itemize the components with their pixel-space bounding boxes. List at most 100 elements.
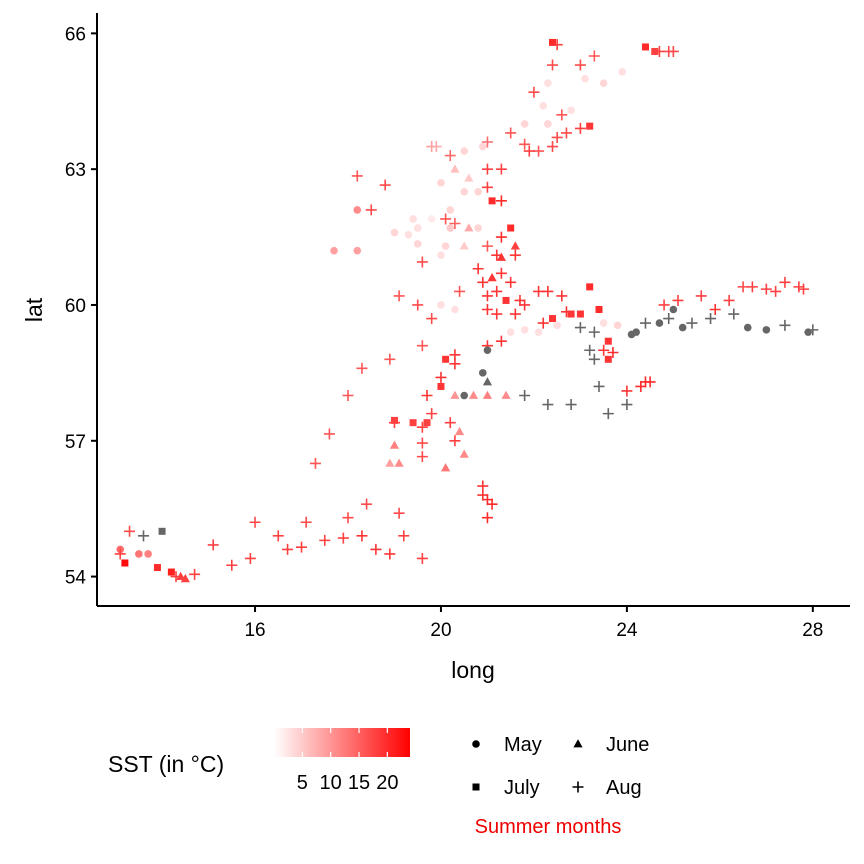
data-point xyxy=(144,550,152,558)
legend-key-circle xyxy=(472,740,480,748)
data-point xyxy=(635,380,647,392)
data-point xyxy=(507,224,515,232)
data-point xyxy=(437,301,445,309)
data-point xyxy=(502,296,510,304)
data-point xyxy=(393,290,405,302)
data-point xyxy=(427,215,436,223)
data-point xyxy=(337,532,349,544)
data-point xyxy=(437,178,445,187)
data-point xyxy=(481,512,493,524)
data-point xyxy=(574,122,586,134)
data-point xyxy=(737,281,749,293)
data-point xyxy=(595,306,603,313)
data-point xyxy=(686,317,698,329)
data-point xyxy=(440,213,452,225)
data-point xyxy=(451,305,459,314)
data-point xyxy=(430,141,442,153)
data-point xyxy=(416,451,428,463)
y-tick-label: 60 xyxy=(65,296,86,317)
data-point xyxy=(533,145,545,157)
data-point xyxy=(272,530,284,542)
data-point xyxy=(549,315,557,323)
data-point xyxy=(506,328,515,336)
data-point xyxy=(760,283,772,295)
data-point xyxy=(667,45,679,57)
data-point xyxy=(519,138,531,150)
data-point xyxy=(495,267,507,279)
data-point xyxy=(426,408,438,420)
data-point xyxy=(394,458,404,467)
data-point xyxy=(180,574,190,583)
x-tick-label: 28 xyxy=(802,620,823,641)
data-point xyxy=(644,376,656,388)
data-point xyxy=(481,136,493,148)
data-point xyxy=(170,571,182,583)
data-point xyxy=(743,323,752,332)
data-point xyxy=(413,240,422,248)
data-point xyxy=(486,498,498,510)
data-point xyxy=(495,195,507,207)
data-point xyxy=(495,163,507,175)
data-point xyxy=(416,437,428,449)
data-point xyxy=(416,256,428,268)
data-point xyxy=(520,326,529,334)
points-layer xyxy=(114,38,819,583)
data-point xyxy=(491,308,503,320)
data-point xyxy=(472,263,484,275)
data-point xyxy=(437,382,445,390)
data-point xyxy=(342,512,354,524)
data-point xyxy=(365,204,377,216)
data-point xyxy=(446,206,455,214)
data-point xyxy=(547,141,559,153)
data-point xyxy=(189,568,201,580)
data-point xyxy=(464,223,474,232)
data-point xyxy=(468,390,479,399)
data-point xyxy=(446,224,455,232)
data-point xyxy=(478,142,487,151)
data-point xyxy=(491,285,503,297)
data-point xyxy=(627,330,636,339)
data-point xyxy=(556,109,568,121)
data-point xyxy=(567,106,575,115)
y-axis-ticks: 54 57 60 63 66 xyxy=(65,24,97,589)
data-point xyxy=(519,390,531,402)
data-point xyxy=(477,276,489,288)
color-legend-label: 10 xyxy=(320,772,342,794)
data-point xyxy=(746,281,758,293)
data-point xyxy=(421,390,433,402)
data-point xyxy=(705,313,717,325)
data-point xyxy=(481,240,493,252)
legend-caption: Summer months xyxy=(475,816,622,838)
data-point xyxy=(542,285,554,297)
data-point xyxy=(361,498,373,510)
data-point xyxy=(114,548,126,560)
data-point xyxy=(586,283,594,291)
data-point xyxy=(153,564,161,572)
data-point xyxy=(599,79,608,87)
data-point xyxy=(534,328,543,336)
data-point xyxy=(353,246,362,255)
data-point xyxy=(370,543,382,555)
data-point xyxy=(604,337,612,345)
data-point xyxy=(560,127,572,139)
data-point xyxy=(330,246,338,255)
color-legend: SST (in °C) 5 10 15 20 xyxy=(108,728,410,794)
data-point xyxy=(384,548,396,560)
data-point xyxy=(537,317,549,329)
data-point xyxy=(574,59,586,71)
data-point xyxy=(779,319,791,331)
data-point xyxy=(356,362,368,374)
data-point xyxy=(342,390,354,402)
data-point xyxy=(482,377,493,386)
legend-key-plus xyxy=(572,781,584,793)
data-point xyxy=(505,127,517,139)
data-point xyxy=(353,206,362,214)
data-point xyxy=(207,539,219,551)
legend-label: May xyxy=(504,734,542,756)
data-point xyxy=(728,308,740,320)
color-legend-label: 20 xyxy=(376,772,398,794)
data-point xyxy=(779,276,791,288)
data-point xyxy=(460,147,469,155)
data-point xyxy=(356,530,368,542)
x-tick-label: 16 xyxy=(244,620,265,641)
